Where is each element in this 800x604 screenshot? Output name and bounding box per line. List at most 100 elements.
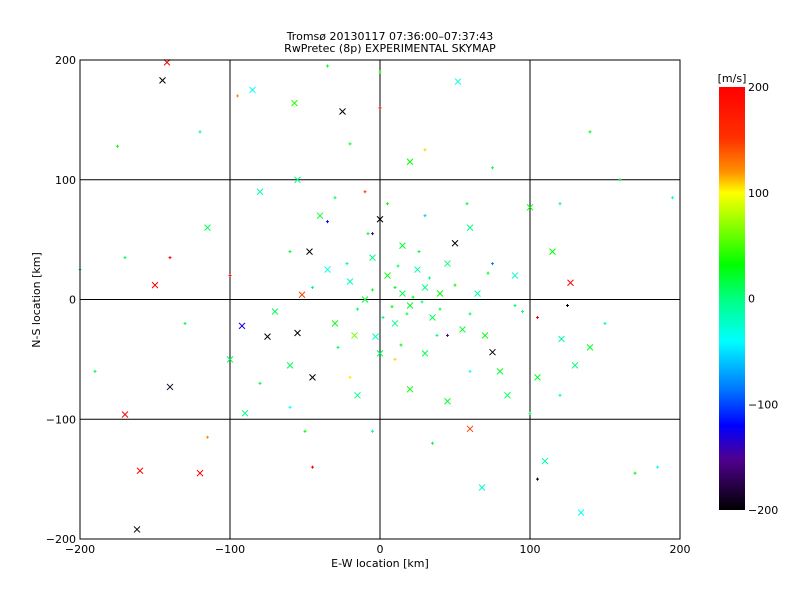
marker-stroke (294, 176, 301, 184)
marker-stroke (339, 108, 346, 115)
small-point (228, 274, 232, 278)
chart-subtitle: RwPretec (8p) EXPERIMENTAL SKYMAP (284, 42, 496, 55)
x-marker-point (159, 77, 166, 84)
marker-stroke (204, 224, 211, 232)
small-point (453, 283, 457, 287)
marker-stroke (249, 86, 256, 94)
small-point (326, 220, 329, 224)
small-point (393, 286, 397, 290)
x-marker-point (291, 99, 298, 107)
small-point (558, 393, 562, 397)
marker-stroke (306, 248, 313, 255)
x-marker-point (429, 314, 436, 321)
small-point (386, 202, 389, 206)
y-tick-label: −100 (46, 413, 76, 426)
x-marker-point (339, 108, 346, 115)
small-point (536, 477, 539, 481)
small-point (521, 309, 524, 313)
small-point (528, 411, 532, 415)
x-tick-label: 0 (377, 543, 384, 556)
x-marker-point (249, 86, 256, 94)
small-point (428, 276, 431, 280)
marker-stroke (474, 290, 481, 297)
colorbar (719, 87, 745, 510)
marker-stroke (159, 77, 166, 84)
marker-stroke (133, 526, 141, 533)
x-marker-point (136, 467, 144, 475)
x-marker-point (534, 373, 541, 381)
x-marker-point (481, 332, 489, 339)
small-point (446, 333, 449, 337)
x-axis-label: E-W location [km] (331, 557, 429, 570)
marker-stroke (361, 296, 369, 303)
x-marker-point (586, 344, 594, 351)
x-marker-point (226, 356, 234, 363)
x-marker-point (361, 296, 369, 303)
marker-stroke (372, 333, 379, 340)
marker-stroke (541, 457, 549, 465)
marker-stroke (238, 322, 246, 330)
small-point (435, 333, 439, 337)
marker-stroke (298, 291, 306, 299)
x-tick-label: 200 (670, 543, 691, 556)
axis-ticks: −200 −100 0 100 200 −200 −100 0 100 200 (46, 54, 691, 556)
x-marker-point (436, 290, 444, 297)
small-point (183, 321, 187, 325)
x-marker-point (354, 391, 361, 399)
marker-stroke (391, 320, 399, 327)
x-marker-point (133, 526, 141, 533)
small-point (236, 94, 239, 98)
marker-stroke (351, 332, 358, 339)
marker-stroke (444, 260, 451, 267)
x-marker-point (541, 457, 549, 465)
small-point (431, 441, 434, 445)
marker-stroke (558, 335, 565, 343)
x-marker-point (256, 188, 264, 196)
x-tick-label: −100 (215, 543, 245, 556)
small-point (303, 429, 307, 433)
small-point (633, 471, 637, 475)
small-point (396, 264, 400, 268)
small-point (288, 405, 292, 409)
marker-stroke (481, 332, 489, 339)
marker-stroke (421, 284, 429, 291)
small-point (536, 315, 539, 319)
x-marker-point (549, 248, 556, 255)
colorbar-tick-label: −100 (748, 398, 778, 411)
marker-stroke (376, 350, 384, 357)
x-tick-label: −200 (65, 543, 95, 556)
small-point (381, 315, 385, 319)
marker-stroke (369, 254, 376, 261)
x-marker-point (376, 350, 384, 357)
x-marker-point (466, 224, 474, 232)
marker-stroke (406, 158, 414, 166)
marker-stroke (451, 239, 459, 247)
x-marker-point (241, 409, 249, 417)
marker-stroke (466, 425, 474, 433)
y-tick-label: 200 (55, 54, 76, 67)
marker-stroke (429, 314, 436, 321)
marker-stroke (406, 302, 414, 309)
x-marker-point (204, 224, 211, 232)
small-point (393, 357, 397, 361)
marker-stroke (291, 99, 298, 107)
x-marker-point (406, 385, 414, 393)
marker-stroke (226, 356, 234, 363)
small-point (123, 256, 127, 260)
x-marker-point (399, 242, 406, 249)
x-marker-point (286, 362, 294, 369)
x-marker-point (406, 302, 414, 309)
x-marker-point (571, 362, 579, 369)
small-point (168, 256, 172, 260)
x-marker-point (504, 391, 511, 399)
small-point (513, 303, 517, 307)
small-point (438, 307, 442, 311)
x-marker-point (414, 266, 421, 273)
marker-stroke (421, 350, 429, 357)
colorbar-tick-label: 100 (748, 187, 769, 200)
small-point (405, 312, 409, 316)
marker-stroke (354, 391, 361, 399)
marker-stroke (567, 279, 574, 287)
x-marker-point (459, 326, 466, 333)
x-marker-point (399, 290, 406, 297)
